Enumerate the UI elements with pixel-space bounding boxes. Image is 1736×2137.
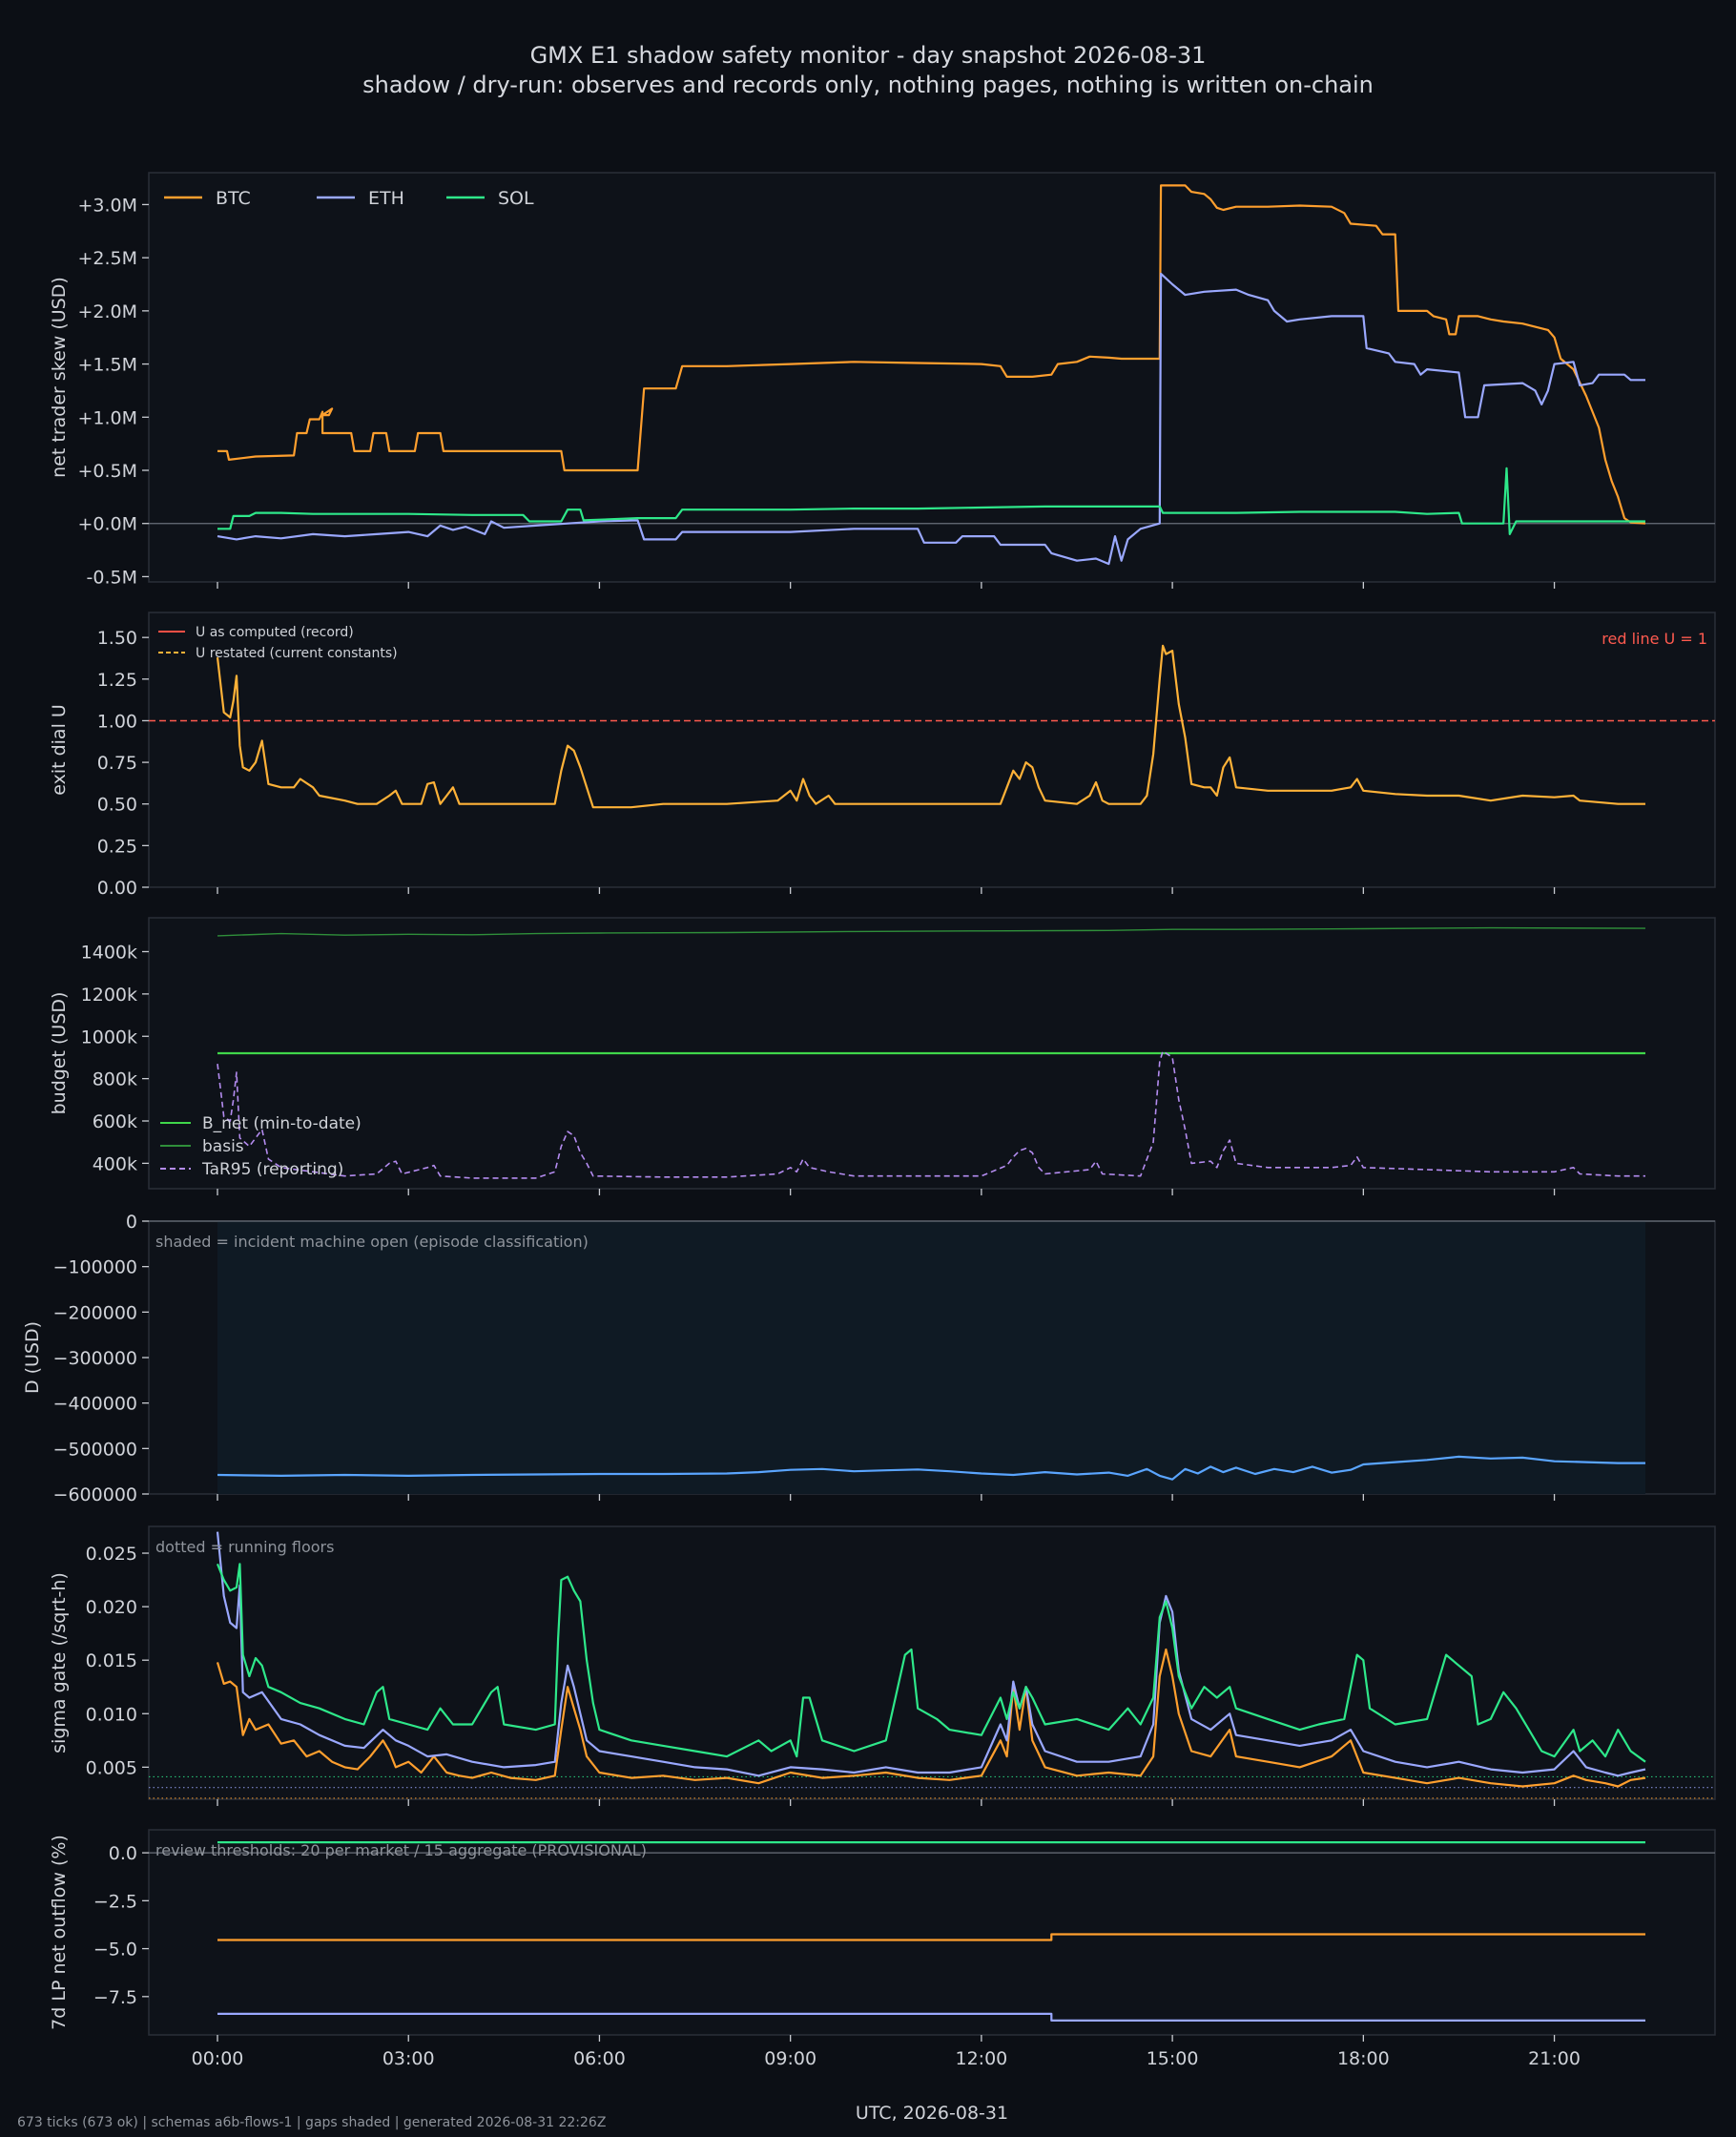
y-tick-label: +0.0M — [77, 514, 137, 535]
x-tick-label: 12:00 — [956, 2048, 1008, 2069]
y-tick-label: −400000 — [53, 1394, 137, 1415]
y-axis-label: 7d LP net outflow (%) — [49, 1835, 70, 2030]
panel-skew: +3.0M +2.5M +2.0M +1.5M +1.0M +0.5M +0.0M -0.5M… — [49, 172, 1716, 589]
y-tick-label: +2.0M — [77, 301, 137, 322]
series-group — [217, 1840, 1645, 2022]
series-group — [217, 184, 1646, 566]
legend-label: SOL — [498, 188, 534, 209]
x-tick-label: 09:00 — [764, 2048, 816, 2069]
y-tick-label: +1.0M — [77, 407, 137, 428]
y-tick-label: 0.25 — [97, 836, 137, 857]
chart-title: GMX E1 shadow safety monitor - day snaps… — [530, 42, 1207, 69]
red-line-label: red line U = 1 — [1602, 630, 1707, 648]
y-tick-label: −7.5 — [93, 1987, 137, 2008]
series-line-d — [217, 1455, 1645, 1481]
y-tick-label: 400k — [93, 1153, 137, 1174]
panel-note: review thresholds: 20 per market / 15 ag… — [155, 1841, 647, 1859]
y-tick-label: 1.25 — [97, 670, 137, 691]
panel-lp_outflow: 0.0 −2.5 −5.0 −7.5 00:00 03:00 06:00 09:00 12:00… — [49, 1829, 1716, 2069]
y-axis-label: net trader skew (USD) — [49, 277, 70, 478]
legend-label: U as computed (record) — [196, 625, 354, 640]
panel-frame — [148, 1525, 1716, 1800]
y-tick-label: 600k — [93, 1111, 137, 1132]
y-tick-label: 1.50 — [97, 628, 137, 649]
y-tick-label: +1.5M — [77, 355, 137, 376]
y-tick-label: −2.5 — [93, 1891, 137, 1912]
y-tick-label: −300000 — [53, 1348, 137, 1369]
legend-label: BTC — [216, 188, 251, 209]
series-line-btc — [216, 1648, 1646, 1788]
panel-frame — [148, 612, 1716, 888]
panel-budget: 1400k 1200k 1000k 800k 600k 400k budget (USD) B… — [49, 917, 1716, 1195]
x-tick-label: 03:00 — [382, 2048, 435, 2069]
legend-label: ETH — [368, 188, 404, 209]
series-line-eth — [216, 1531, 1646, 1777]
series-group — [216, 644, 1645, 809]
y-tick-label: +0.5M — [77, 461, 137, 482]
panel-exit_dial: 1.50 1.25 1.00 0.75 0.50 0.25 0.00 exit dial U r… — [49, 612, 1716, 899]
y-tick-label: 0.0 — [109, 1843, 137, 1864]
incident-shade — [217, 1221, 1645, 1494]
panel-frame — [148, 172, 1716, 583]
series-group — [216, 1531, 1646, 1788]
y-axis-label: sigma gate (/sqrt-h) — [49, 1572, 70, 1753]
y-tick-label: 0.00 — [97, 878, 137, 899]
y-tick-label: 1.00 — [97, 711, 137, 732]
series-line-tar95-reporting- — [217, 1050, 1645, 1179]
y-tick-label: 0.50 — [97, 795, 137, 816]
y-tick-label: −600000 — [53, 1484, 137, 1505]
x-tick-label: 21:00 — [1528, 2048, 1581, 2069]
x-axis-label: UTC, 2026-08-31 — [856, 2103, 1008, 2124]
series-line-u-restated-current-constants- — [216, 644, 1645, 809]
chart-subtitle: shadow / dry-run: observes and records o… — [362, 72, 1374, 98]
panel-frame — [148, 1829, 1716, 2036]
y-tick-label: 1400k — [81, 943, 137, 964]
footer-text: 673 ticks (673 ok) | schemas a6b-flows-1… — [17, 2115, 606, 2130]
y-tick-label: 0.010 — [86, 1704, 137, 1725]
series-group — [217, 926, 1646, 1179]
legend-label: B_net (min-to-date) — [202, 1114, 362, 1133]
y-tick-label: 0.005 — [86, 1757, 137, 1778]
y-tick-label: 0.015 — [86, 1650, 137, 1671]
y-tick-label: −500000 — [53, 1439, 137, 1460]
panels-layer: +3.0M +2.5M +2.0M +1.5M +1.0M +0.5M +0.0M -0.5M… — [22, 172, 1716, 2069]
y-tick-label: -0.5M — [87, 567, 137, 588]
panel-d_usd: 0 −100000 −200000 −300000 −400000 −500000 −600… — [22, 1212, 1716, 1505]
series-line-eth — [217, 2012, 1645, 2022]
x-tick-label: 00:00 — [192, 2048, 244, 2069]
y-tick-label: −200000 — [53, 1302, 137, 1323]
y-tick-label: 0.020 — [86, 1597, 137, 1618]
legend-label: U restated (current constants) — [196, 646, 398, 661]
series-line-basis — [217, 926, 1646, 937]
series-line-btc — [217, 1933, 1645, 1941]
y-tick-label: 0.025 — [86, 1544, 137, 1565]
y-tick-label: 0.75 — [97, 753, 137, 774]
y-axis-label: D (USD) — [22, 1321, 43, 1394]
y-axis-label: budget (USD) — [49, 992, 70, 1115]
series-line-sol — [217, 467, 1645, 536]
y-tick-label: 800k — [93, 1069, 137, 1090]
series-line-eth — [217, 272, 1645, 566]
y-tick-label: 1200k — [81, 985, 137, 1006]
legend-label: TaR95 (reporting) — [201, 1160, 343, 1179]
x-tick-label: 18:00 — [1337, 2048, 1390, 2069]
y-tick-label: 1000k — [81, 1027, 137, 1048]
y-axis-label: exit dial U — [49, 704, 70, 796]
panel-note: dotted = running floors — [155, 1538, 334, 1556]
x-tick-label: 15:00 — [1147, 2048, 1199, 2069]
y-tick-label: −5.0 — [93, 1940, 137, 1961]
y-tick-label: +2.5M — [77, 248, 137, 269]
panel-note: shaded = incident machine open (episode … — [155, 1233, 589, 1251]
y-tick-label: +3.0M — [77, 195, 137, 216]
y-tick-label: −100000 — [53, 1257, 137, 1278]
panel-sigma: 0.025 0.020 0.015 0.010 0.005 sigma gate (/sq… — [49, 1525, 1716, 1806]
x-tick-label: 06:00 — [573, 2048, 626, 2069]
series-group — [217, 1455, 1645, 1481]
legend-label: basis — [202, 1137, 244, 1156]
y-tick-label: 0 — [126, 1212, 137, 1233]
series-line-sol — [216, 1563, 1646, 1763]
series-line-btc — [217, 184, 1646, 525]
